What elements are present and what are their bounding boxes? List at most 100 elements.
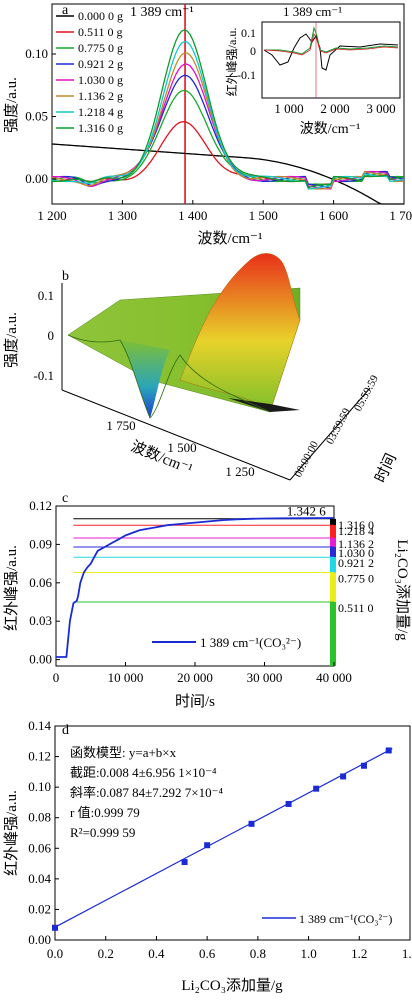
panel-d-xlabel: Li₂CO₃添加量/g	[181, 977, 283, 994]
panel-d-stats: 函数模型: y=a+b×x 截距:0.008 4±6.956 1×10⁻⁴ 斜率…	[70, 745, 223, 840]
panel-d-point-5	[313, 785, 320, 792]
panel-d-frame	[54, 725, 411, 941]
panel-c-ytick-label-1: 0.03	[29, 613, 52, 628]
panel-c-level-bar-1	[330, 525, 336, 538]
panel-a-xtick-label-4: 1 600	[319, 208, 348, 223]
panel-a-legend-label-4: 1.030 0 g	[78, 73, 123, 87]
panel-a-curves	[51, 29, 405, 205]
panel-d-xtick-label-2: 0.4	[148, 946, 165, 961]
panel-a-series-line-6	[51, 40, 405, 190]
panel-c-xlabel: 时间/s	[175, 693, 215, 710]
panel-b-front-edge	[67, 334, 271, 419]
panel-a-legend-label-5: 1.136 2 g	[78, 89, 123, 103]
inset-xtick-1: 1 000	[274, 101, 303, 116]
panel-a-xtick-label-1: 1 300	[108, 208, 137, 223]
panel-a-inset: 1 389 cm⁻¹ 0.1 0 -0.1 1 000 2 000 3 000 …	[224, 4, 401, 137]
panel-c-level-bar-2	[330, 538, 336, 547]
inset-xtick-3: 3 000	[366, 101, 395, 116]
panel-a-ytick-label-2: 0.10	[25, 46, 48, 61]
panel-a-legend-label-7: 1.316 0 g	[78, 121, 123, 135]
panel-d-yticks: 0.00 0.02 0.04 0.06 0.08 0.10 0.12 0.14	[28, 718, 59, 947]
panel-d-stat-r: r 值:0.999 79	[70, 805, 140, 820]
panel-c-level-label-3: 1.030 0	[338, 546, 374, 560]
panel-b-ttick-2: 03:59:59	[324, 406, 353, 447]
panel-d-letter: d	[62, 723, 69, 738]
panel-c-level-bar-0	[330, 518, 336, 526]
panel-c-level-bar-3	[330, 546, 336, 558]
panel-c-xticks: 0 10 000 20 000 30 000 40 000	[53, 662, 352, 685]
panel-c-annotation: 1.342 6	[287, 504, 327, 519]
panel-a-xlabel: 波数/cm⁻¹	[198, 230, 263, 247]
panel-d-stat-intercept: 截距:0.008 4±6.956 1×10⁻⁴	[70, 765, 217, 780]
panel-a-legend-label-2: 0.775 0 g	[78, 41, 123, 55]
panel-b-axis-t	[289, 387, 371, 481]
panel-d-points	[52, 747, 392, 931]
panel-c-ytick-label-2: 0.06	[29, 575, 52, 590]
panel-b-ztick-3: -0.1	[33, 368, 54, 383]
panel-d-ytick-label-6: 0.12	[28, 749, 51, 764]
inset-xtick-2: 2 000	[320, 101, 349, 116]
panel-c-xtick-label-1: 10 000	[108, 670, 144, 685]
panel-d-point-4	[285, 800, 292, 807]
panel-c-level-label-2: 1.136 2	[338, 537, 374, 551]
panel-d-ytick-label-1: 0.02	[28, 901, 51, 916]
panel-d-ytick-label-4: 0.08	[28, 810, 51, 825]
panel-c-level-bar-5	[330, 572, 336, 602]
inset-curve-red	[263, 32, 399, 56]
inset-peak-label: 1 389 cm⁻¹	[283, 4, 342, 19]
panel-a-ytick-label-1: 0.05	[25, 109, 48, 124]
inset-curve-colored	[264, 26, 399, 55]
panel-d-stat-slope: 斜率:0.087 84±7.292 7×10⁻⁴	[70, 785, 223, 800]
panel-b-trough	[120, 340, 170, 418]
panel-a-xtick-label-5: 1 700	[389, 208, 412, 223]
panel-d-point-7	[360, 762, 367, 769]
panel-d-xtick-label-5: 1.0	[300, 946, 316, 961]
panel-d-ylabel: 红外峰强/a.u.	[3, 790, 20, 876]
panel-a-frame	[51, 3, 405, 205]
panel-b-xtick-1: 1 750	[106, 418, 135, 433]
inset-ytick-2: 0	[250, 44, 256, 58]
panel-c-ytick-label-0: 0.00	[29, 652, 52, 667]
panel-c: c 1.316 01.218 41.136 21.030 00.921 2 0.7…	[3, 491, 411, 710]
panel-c-letter: c	[62, 491, 68, 506]
panel-d-ytick-label-5: 0.10	[28, 779, 51, 794]
panel-b: b 0.1 0 -0.1 强度/a.u. 1 750 1 500 1 250 波…	[3, 253, 400, 485]
panel-c-level-label-0: 1.316 0	[338, 518, 374, 532]
panel-d: d 0.00.20.40.60.81.01.21.4 0.000.020.040…	[3, 718, 412, 994]
panel-c-level-bar-4	[330, 557, 336, 573]
panel-c-ytick-label-3: 0.09	[29, 536, 52, 551]
panel-c-curve	[56, 517, 335, 658]
panel-c-level-label-1: 1.218 4	[338, 524, 374, 538]
panel-d-xticks: 0.0 0.2 0.4 0.6 0.8 1.0 1.2 1.4	[47, 936, 412, 961]
inset-curve-black	[263, 33, 399, 71]
panel-d-legend-label: 1 389 cm⁻¹(CO₃²⁻)	[299, 912, 392, 926]
panel-b-letter: b	[62, 269, 69, 284]
panel-b-ztick-2: 0	[48, 328, 55, 343]
panel-a-legend-label-0: 0.000 0 g	[78, 9, 123, 23]
panel-c-legend-label: 1 389 cm⁻¹(CO₃²⁻)	[200, 635, 301, 650]
panel-c-legend: 1 389 cm⁻¹(CO₃²⁻)	[152, 635, 301, 650]
panel-c-xtick-label-0: 0	[53, 670, 60, 685]
panel-b-tlabel: 时间	[372, 451, 400, 485]
panel-d-xtick-label-4: 0.8	[250, 946, 266, 961]
panel-d-stat-model: 函数模型: y=a+b×x	[70, 745, 177, 760]
panel-d-ytick-label-3: 0.06	[28, 840, 51, 855]
panel-c-ylabel-right: Li₂CO₃添加量/g	[394, 539, 411, 641]
panel-d-xtick-label-0: 0.0	[47, 946, 63, 961]
panel-c-levels: 1.316 01.218 41.136 21.030 00.921 2 0.775…	[73, 518, 374, 666]
panel-d-point-8	[385, 747, 392, 754]
panel-a-yticks: 0.00 0.05 0.10	[25, 46, 56, 186]
panel-b-xtick-3: 1 250	[225, 464, 254, 479]
panel-d-xtick-label-7: 1.4	[402, 946, 412, 961]
panel-b-ttick-1: 00:00:00	[292, 439, 321, 480]
panel-a-legend-label-3: 0.921 2 g	[78, 57, 123, 71]
panel-d-point-6	[340, 773, 347, 780]
inset-xlabel: 波数/cm⁻¹	[300, 121, 361, 137]
panel-c-level-label-5: 0.775 0	[338, 572, 374, 586]
panel-c-level-label-4: 0.921 2	[338, 556, 374, 570]
panel-b-ztick-1: 0.1	[38, 288, 54, 303]
panel-d-stat-r2: R²=0.999 59	[70, 825, 135, 840]
panel-a: a 1 389 cm⁻¹ 1 200 1 300 1 400 1 500 1 600 1 …	[3, 3, 412, 247]
panel-d-xtick-label-3: 0.6	[199, 946, 216, 961]
panel-a-ytick-label-0: 0.00	[25, 171, 48, 186]
